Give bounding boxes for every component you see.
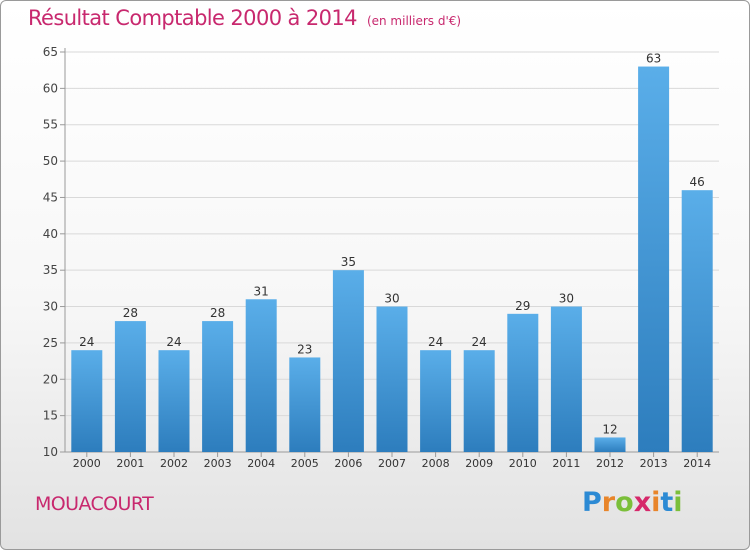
y-tick-label: 40 <box>43 227 58 241</box>
bar-2002 <box>158 350 190 452</box>
bar-2006 <box>332 270 364 452</box>
x-tick-label: 2012 <box>596 457 624 470</box>
bar-2003 <box>202 321 234 452</box>
commune-name: MOUACOURT <box>35 493 154 515</box>
data-label: 24 <box>79 335 94 349</box>
y-tick-label: 55 <box>43 118 58 132</box>
bar-2010 <box>507 313 539 452</box>
bar-2014 <box>681 190 713 452</box>
logo-letter: r <box>601 487 616 518</box>
data-label: 35 <box>341 255 356 269</box>
y-tick-label: 20 <box>43 372 58 386</box>
logo-letter: t <box>660 487 674 518</box>
logo-letter: x <box>633 487 652 518</box>
chart-title: Résultat Comptable 2000 à 2014 (en millie… <box>28 6 462 30</box>
x-tick-label: 2009 <box>465 457 493 470</box>
y-tick-label: 45 <box>43 190 58 204</box>
bar-2007 <box>376 306 408 452</box>
data-label: 46 <box>690 175 705 189</box>
x-tick-label: 2005 <box>291 457 319 470</box>
data-label: 24 <box>428 335 443 349</box>
y-tick-label: 65 <box>43 45 58 59</box>
data-label: 28 <box>210 306 225 320</box>
x-tick-label: 2014 <box>683 457 711 470</box>
bar-2009 <box>463 350 495 452</box>
bar-2013 <box>638 66 670 452</box>
y-tick-label: 50 <box>43 154 58 168</box>
data-label: 30 <box>559 292 574 306</box>
x-tick-label: 2004 <box>247 457 275 470</box>
x-tick-label: 2011 <box>552 457 580 470</box>
data-label: 29 <box>515 299 530 313</box>
x-tick-label: 2008 <box>422 457 450 470</box>
data-label: 12 <box>602 422 617 436</box>
data-label: 31 <box>254 284 269 298</box>
logo-letter: i <box>673 487 683 518</box>
data-label: 28 <box>123 306 138 320</box>
x-tick-label: 2003 <box>204 457 232 470</box>
data-label: 24 <box>166 335 181 349</box>
bar-2005 <box>289 357 321 452</box>
x-tick-label: 2007 <box>378 457 406 470</box>
logo-letter: o <box>615 487 634 518</box>
y-tick-label: 15 <box>43 409 58 423</box>
data-label: 63 <box>646 52 661 66</box>
logo-letter: i <box>651 487 661 518</box>
x-tick-label: 2010 <box>509 457 537 470</box>
bar-2004 <box>245 299 277 452</box>
data-label: 23 <box>297 342 312 356</box>
x-tick-label: 2013 <box>640 457 668 470</box>
x-tick-label: 2000 <box>73 457 101 470</box>
data-label: 30 <box>384 292 399 306</box>
proxiti-logo: Proxiti <box>582 487 683 518</box>
chart-subtitle: (en milliers d'€) <box>366 14 462 28</box>
x-tick-label: 2002 <box>160 457 188 470</box>
y-tick-label: 30 <box>43 300 58 314</box>
logo-letter: P <box>582 487 602 518</box>
data-label: 24 <box>472 335 487 349</box>
x-tick-label: 2001 <box>116 457 144 470</box>
y-tick-label: 25 <box>43 336 58 350</box>
y-tick-label: 35 <box>43 263 58 277</box>
y-tick-label: 60 <box>43 81 58 95</box>
bar-2011 <box>550 306 582 452</box>
x-tick-label: 2006 <box>334 457 362 470</box>
bar-2001 <box>114 321 146 452</box>
bar-2008 <box>420 350 452 452</box>
bar-2012 <box>594 437 626 452</box>
y-tick-label: 10 <box>43 445 58 459</box>
bar-2000 <box>71 350 103 452</box>
